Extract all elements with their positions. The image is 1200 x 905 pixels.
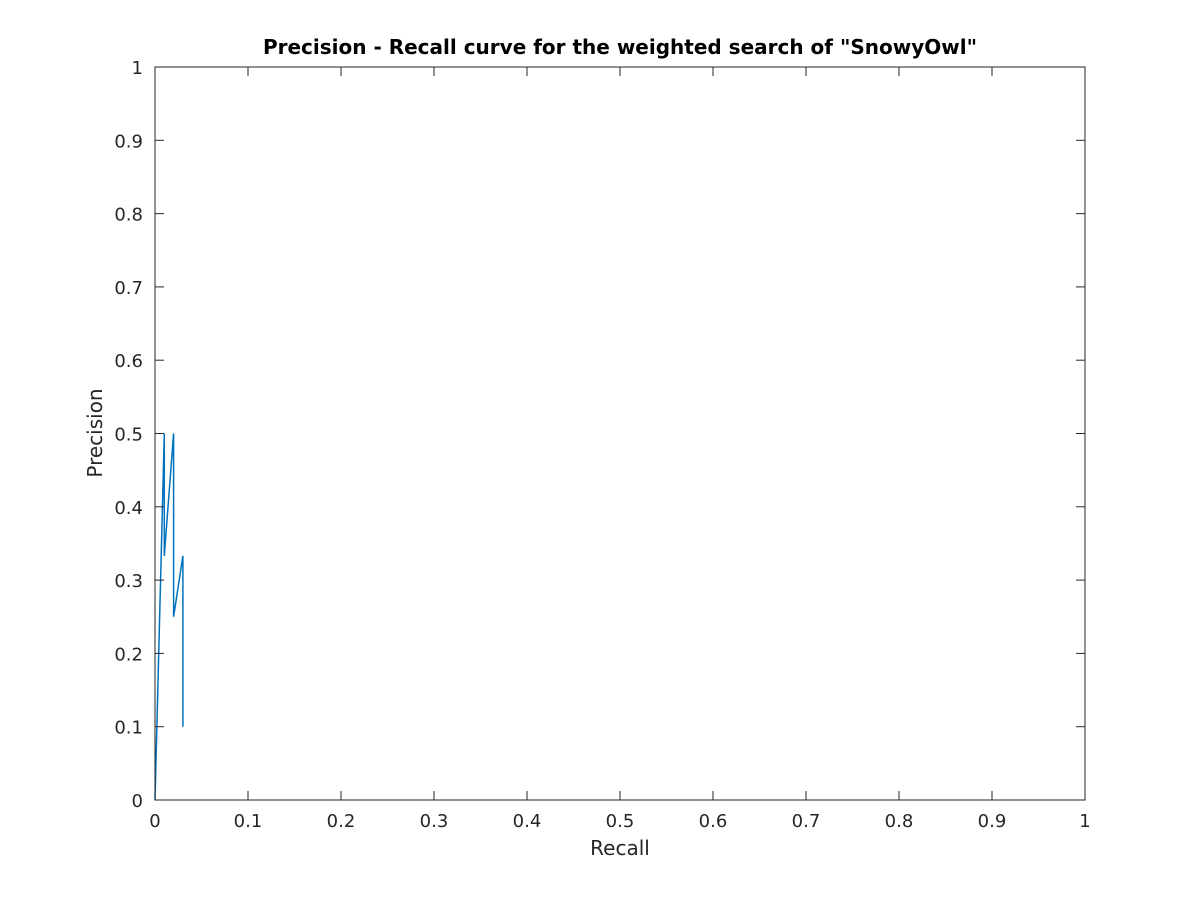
y-tick-label: 0.7 bbox=[114, 278, 143, 299]
x-tick-label: 0 bbox=[149, 811, 160, 832]
x-tick-label: 0.2 bbox=[327, 811, 356, 832]
y-axis-label: Precision bbox=[83, 388, 107, 477]
y-tick-label: 0.4 bbox=[114, 498, 143, 519]
x-tick-label: 1 bbox=[1079, 811, 1090, 832]
y-ticks: 0 0.1 0.2 0.3 0.4 0.5 0.6 0.7 0.8 0.9 1 bbox=[114, 58, 1085, 812]
series-layer bbox=[154, 433, 184, 801]
x-tick-label: 0.3 bbox=[420, 811, 449, 832]
y-tick-label: 0.2 bbox=[114, 644, 143, 665]
plot-background bbox=[155, 67, 1085, 800]
x-tick-label: 0.7 bbox=[792, 811, 821, 832]
x-axis-label: Recall bbox=[590, 836, 650, 860]
x-tick-label: 0.5 bbox=[606, 811, 635, 832]
chart-title: Precision - Recall curve for the weighte… bbox=[263, 35, 977, 59]
y-tick-label: 0.3 bbox=[114, 571, 143, 592]
series-line bbox=[154, 433, 184, 801]
x-tick-label: 0.9 bbox=[978, 811, 1007, 832]
y-tick-label: 0 bbox=[132, 791, 143, 812]
y-tick-label: 0.1 bbox=[114, 718, 143, 739]
y-tick-label: 0.5 bbox=[114, 425, 143, 446]
x-tick-label: 0.1 bbox=[234, 811, 263, 832]
x-tick-label: 0.8 bbox=[885, 811, 914, 832]
y-tick-label: 0.9 bbox=[114, 131, 143, 152]
y-tick-label: 0.8 bbox=[114, 205, 143, 226]
y-tick-label: 1 bbox=[132, 58, 143, 79]
x-tick-label: 0.4 bbox=[513, 811, 542, 832]
y-tick-label: 0.6 bbox=[114, 351, 143, 372]
x-ticks: 0 0.1 0.2 0.3 0.4 0.5 0.6 0.7 0.8 0.9 1 bbox=[149, 67, 1091, 832]
x-tick-label: 0.6 bbox=[699, 811, 728, 832]
